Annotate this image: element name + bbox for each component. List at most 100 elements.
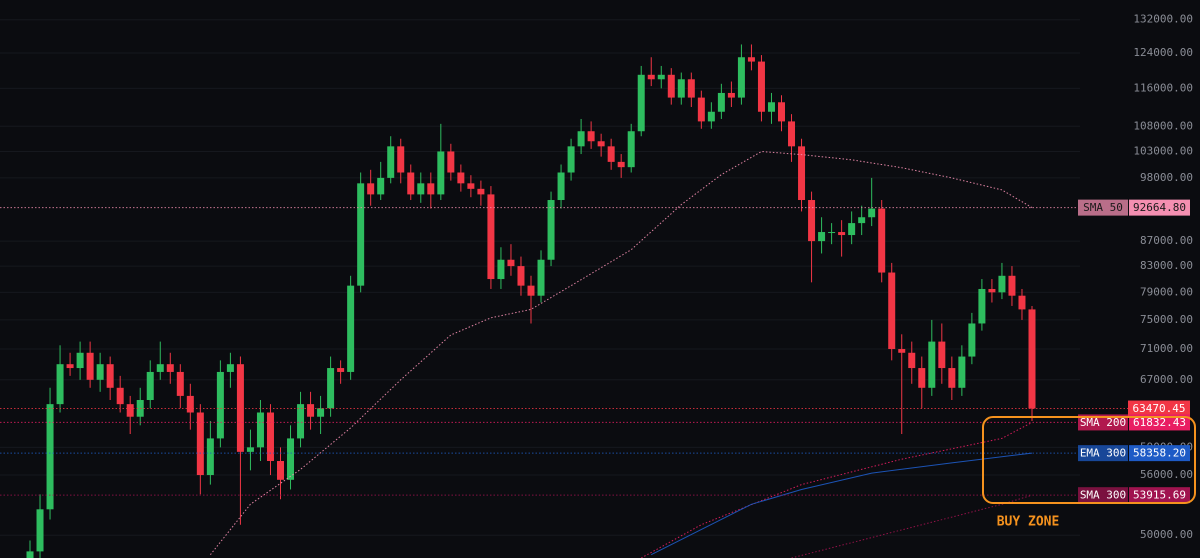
candle-body	[146, 371, 154, 401]
candle-body	[527, 285, 535, 296]
candle-body	[828, 232, 836, 234]
candle-body	[156, 364, 164, 372]
annotation: BUY ZONE	[997, 515, 1060, 530]
candle-body	[246, 447, 254, 452]
candle-body	[938, 341, 946, 369]
y-tick-label: 50000.00	[1140, 528, 1193, 541]
candle-body	[176, 371, 184, 396]
candle-body	[567, 146, 575, 173]
candle-body	[297, 404, 305, 439]
candle-body	[437, 151, 445, 195]
candle-body	[898, 349, 906, 353]
candle-body	[978, 288, 986, 324]
y-tick-label: 67000.00	[1140, 373, 1193, 386]
candle-body	[477, 188, 485, 195]
y-tick-label: 132000.00	[1133, 13, 1193, 26]
candle-body	[457, 172, 465, 184]
label-name-box	[1078, 445, 1128, 462]
legend-label: SMA 300	[1080, 489, 1126, 502]
value-label: 53915.69	[1133, 489, 1186, 502]
candle-body	[948, 368, 956, 388]
candle-body	[838, 232, 846, 236]
y-tick-label: 75000.00	[1140, 313, 1193, 326]
label-value-box	[1129, 199, 1190, 216]
price-label-box	[1128, 400, 1190, 417]
candle-body	[206, 438, 214, 476]
candle-body	[66, 364, 74, 369]
candle-body	[277, 461, 284, 480]
candle-body	[377, 177, 385, 195]
candle-body	[236, 364, 244, 452]
legend-label: SMA 200	[1080, 416, 1126, 429]
value-label: 58358.20	[1133, 447, 1186, 460]
candle-body	[317, 408, 325, 417]
candle-body	[537, 259, 545, 296]
candle-body	[908, 352, 916, 369]
label-value-box	[1129, 414, 1190, 431]
candle-body	[818, 232, 826, 242]
candle-body	[507, 259, 515, 267]
y-tick-label: 83000.00	[1140, 259, 1193, 272]
candle-body	[367, 183, 375, 195]
candle-body	[788, 121, 796, 147]
candle-body	[1018, 295, 1026, 310]
candle-body	[667, 74, 675, 98]
candle-body	[617, 161, 625, 168]
label-value-box	[1129, 487, 1190, 504]
candle-body	[36, 509, 44, 552]
candle-body	[46, 404, 54, 510]
candle-body	[407, 172, 415, 195]
candle-body	[56, 364, 64, 405]
candle-body	[577, 131, 585, 147]
y-tick-label: 116000.00	[1133, 81, 1193, 94]
candle-body	[918, 368, 926, 388]
candle-body	[587, 131, 595, 142]
legend-label: EMA 300	[1080, 447, 1126, 460]
value-label: 92664.80	[1133, 201, 1186, 214]
y-tick-label: 71000.00	[1140, 342, 1193, 355]
candle-body	[307, 404, 315, 417]
candle-body	[166, 364, 174, 372]
label-name-box	[1078, 487, 1128, 504]
candle-body	[717, 92, 725, 112]
indicator-line	[791, 494, 1033, 558]
candle-body	[727, 92, 735, 98]
candle-body	[96, 364, 104, 380]
y-tick-label: 98000.00	[1140, 171, 1193, 184]
candle-body	[647, 74, 655, 80]
candle-body	[196, 412, 204, 476]
candle-body	[767, 102, 775, 112]
legend-label: SMA 50	[1083, 201, 1123, 214]
y-tick-label: 124000.00	[1133, 46, 1193, 59]
price-label: 63470.45	[1133, 402, 1186, 415]
y-tick-label: 87000.00	[1140, 234, 1193, 247]
candle-body	[557, 172, 565, 201]
candle-body	[737, 57, 745, 98]
candle-body	[687, 79, 695, 98]
y-tick-label: 103000.00	[1133, 144, 1193, 157]
indicator-line	[640, 421, 1033, 558]
label-name-box	[1078, 414, 1128, 431]
label-value-box	[1129, 445, 1190, 462]
candle-body	[627, 131, 635, 168]
candle-body	[757, 61, 765, 112]
candle-body	[778, 102, 785, 122]
candle-body	[878, 208, 886, 273]
candle-body	[447, 151, 455, 173]
candle-body	[327, 368, 335, 409]
candle-body	[517, 266, 525, 286]
candle-body	[387, 146, 395, 178]
label-name-box	[1078, 199, 1128, 216]
value-label: 61832.43	[1133, 416, 1186, 429]
candle-body	[858, 217, 866, 224]
candle-body	[116, 387, 124, 405]
candle-body	[677, 79, 685, 98]
candle-body	[968, 323, 976, 357]
indicator-line	[210, 150, 1033, 556]
candle-body	[487, 194, 495, 280]
candle-body	[186, 395, 194, 413]
buy-zone-box	[982, 416, 1196, 504]
